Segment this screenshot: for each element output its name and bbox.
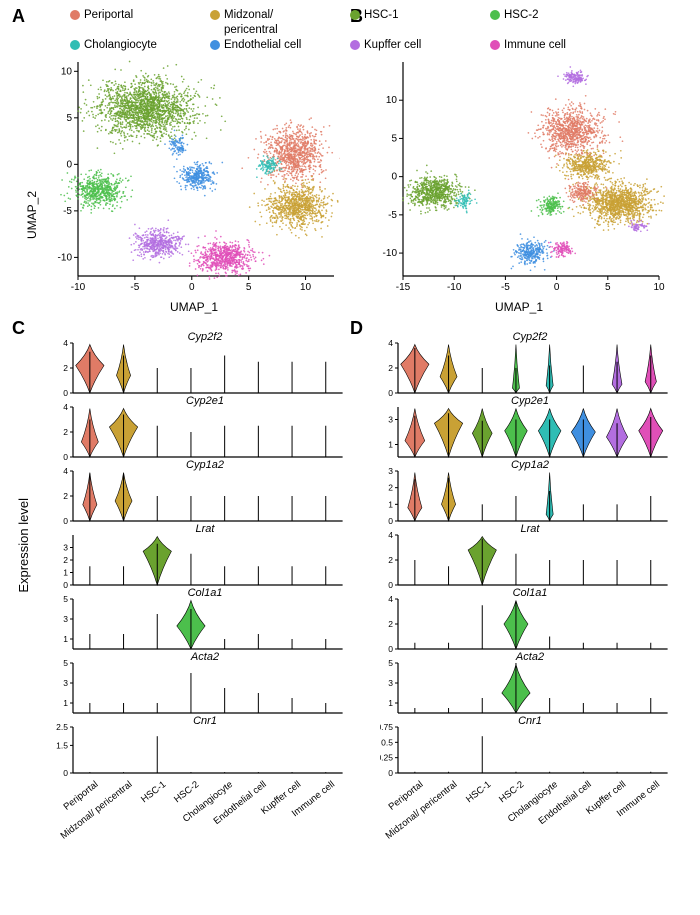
umap-panel-a: -10-50510-10-50510 UMAP_1 UMAP_2 (50, 58, 340, 298)
legend-item: HSC-1 (350, 8, 490, 38)
legend-label: HSC-2 (504, 8, 539, 23)
legend-item: Immune cell (490, 38, 630, 53)
legend-item: Periportal (70, 8, 210, 38)
category-label: HSC-2 (172, 779, 201, 805)
legend: Periportal Midzonal/ pericentral HSC-1 HSC-… (70, 8, 630, 53)
legend-label: HSC-1 (364, 8, 399, 23)
violin-row: Cyp2e1024 (55, 397, 345, 461)
violin-row: Cyp2f2024 (55, 333, 345, 397)
legend-swatch (70, 10, 80, 20)
violin-row: Cnr100.250.50.75 (380, 717, 670, 777)
gene-label: Acta2 (516, 651, 544, 663)
svg-text:5: 5 (66, 113, 72, 124)
svg-text:10: 10 (61, 66, 73, 77)
legend-swatch (350, 40, 360, 50)
legend-label: Midzonal/ pericentral (224, 8, 278, 38)
xlabel-b: UMAP_1 (495, 300, 543, 314)
svg-text:0: 0 (66, 159, 72, 170)
ylabel-a: UMAP_2 (25, 191, 39, 239)
violin-row: Acta2135 (55, 653, 345, 717)
violin-row: Lrat0123 (55, 525, 345, 589)
legend-label: Endothelial cell (224, 38, 301, 53)
legend-label: Periportal (84, 8, 133, 23)
gene-label: Lrat (196, 523, 215, 535)
svg-text:-5: -5 (63, 206, 72, 217)
legend-item: Kupffer cell (350, 38, 490, 53)
violin-row: Cyp2f2024 (380, 333, 670, 397)
gene-label: Cyp2e1 (186, 395, 224, 407)
panel-label-d: D (350, 318, 363, 339)
legend-label: Cholangiocyte (84, 38, 157, 53)
gene-label: Cyp1a2 (511, 459, 549, 471)
legend-label: Kupffer cell (364, 38, 421, 53)
category-label: HSC-2 (497, 779, 526, 805)
violin-row: Cnr101.52.5 (55, 717, 345, 777)
gene-label: Lrat (521, 523, 540, 535)
legend-item: Endothelial cell (210, 38, 350, 53)
legend-swatch (490, 10, 500, 20)
gene-label: Cyp2f2 (188, 331, 223, 343)
gene-label: Acta2 (191, 651, 219, 663)
legend-swatch (490, 40, 500, 50)
violin-column-c: Cyp2f2024Cyp2e1024Cyp1a2024Lrat0123Col1a… (55, 333, 345, 857)
violin-column-d: Cyp2f2024Cyp2e113Cyp1a20123Lrat024Col1a1… (380, 333, 670, 857)
gene-label: Col1a1 (188, 587, 223, 599)
svg-text:-10: -10 (58, 252, 73, 263)
violin-row: Cyp1a20123 (380, 461, 670, 525)
legend-item: HSC-2 (490, 8, 630, 38)
gene-label: Cyp2e1 (511, 395, 549, 407)
legend-swatch (210, 40, 220, 50)
legend-swatch (350, 10, 360, 20)
gene-label: Cyp2f2 (513, 331, 548, 343)
figure: A B C D PeriportalMidzonal/ pericentralH… (0, 0, 700, 915)
svg-text:0: 0 (189, 282, 195, 293)
category-label: HSC-1 (139, 779, 168, 805)
legend-swatch (70, 40, 80, 50)
legend-swatch (210, 10, 220, 20)
category-label: HSC-1 (464, 779, 493, 805)
legend-item: Cholangiocyte (70, 38, 210, 53)
svg-text:-10: -10 (71, 282, 86, 293)
gene-label: Col1a1 (513, 587, 548, 599)
violin-row: Cyp1a2024 (55, 461, 345, 525)
violin-row: Col1a1135 (55, 589, 345, 653)
panel-label-c: C (12, 318, 25, 339)
xlabel-a: UMAP_1 (170, 300, 218, 314)
gene-label: Cnr1 (518, 715, 542, 727)
violin-row: Col1a1024 (380, 589, 670, 653)
legend-item: Midzonal/ pericentral (210, 8, 350, 38)
ylabel-expression: Expression level (16, 498, 31, 593)
svg-text:5: 5 (246, 282, 252, 293)
svg-text:10: 10 (300, 282, 312, 293)
svg-text:-5: -5 (130, 282, 139, 293)
violin-row: Lrat024 (380, 525, 670, 589)
gene-label: Cnr1 (193, 715, 217, 727)
violin-row: Acta2135 (380, 653, 670, 717)
violin-row: Cyp2e113 (380, 397, 670, 461)
panel-label-a: A (12, 6, 25, 27)
umap-panel-b: -15-10-50510-10-50510 UMAP_1 (375, 58, 665, 298)
gene-label: Cyp1a2 (186, 459, 224, 471)
legend-label: Immune cell (504, 38, 566, 53)
